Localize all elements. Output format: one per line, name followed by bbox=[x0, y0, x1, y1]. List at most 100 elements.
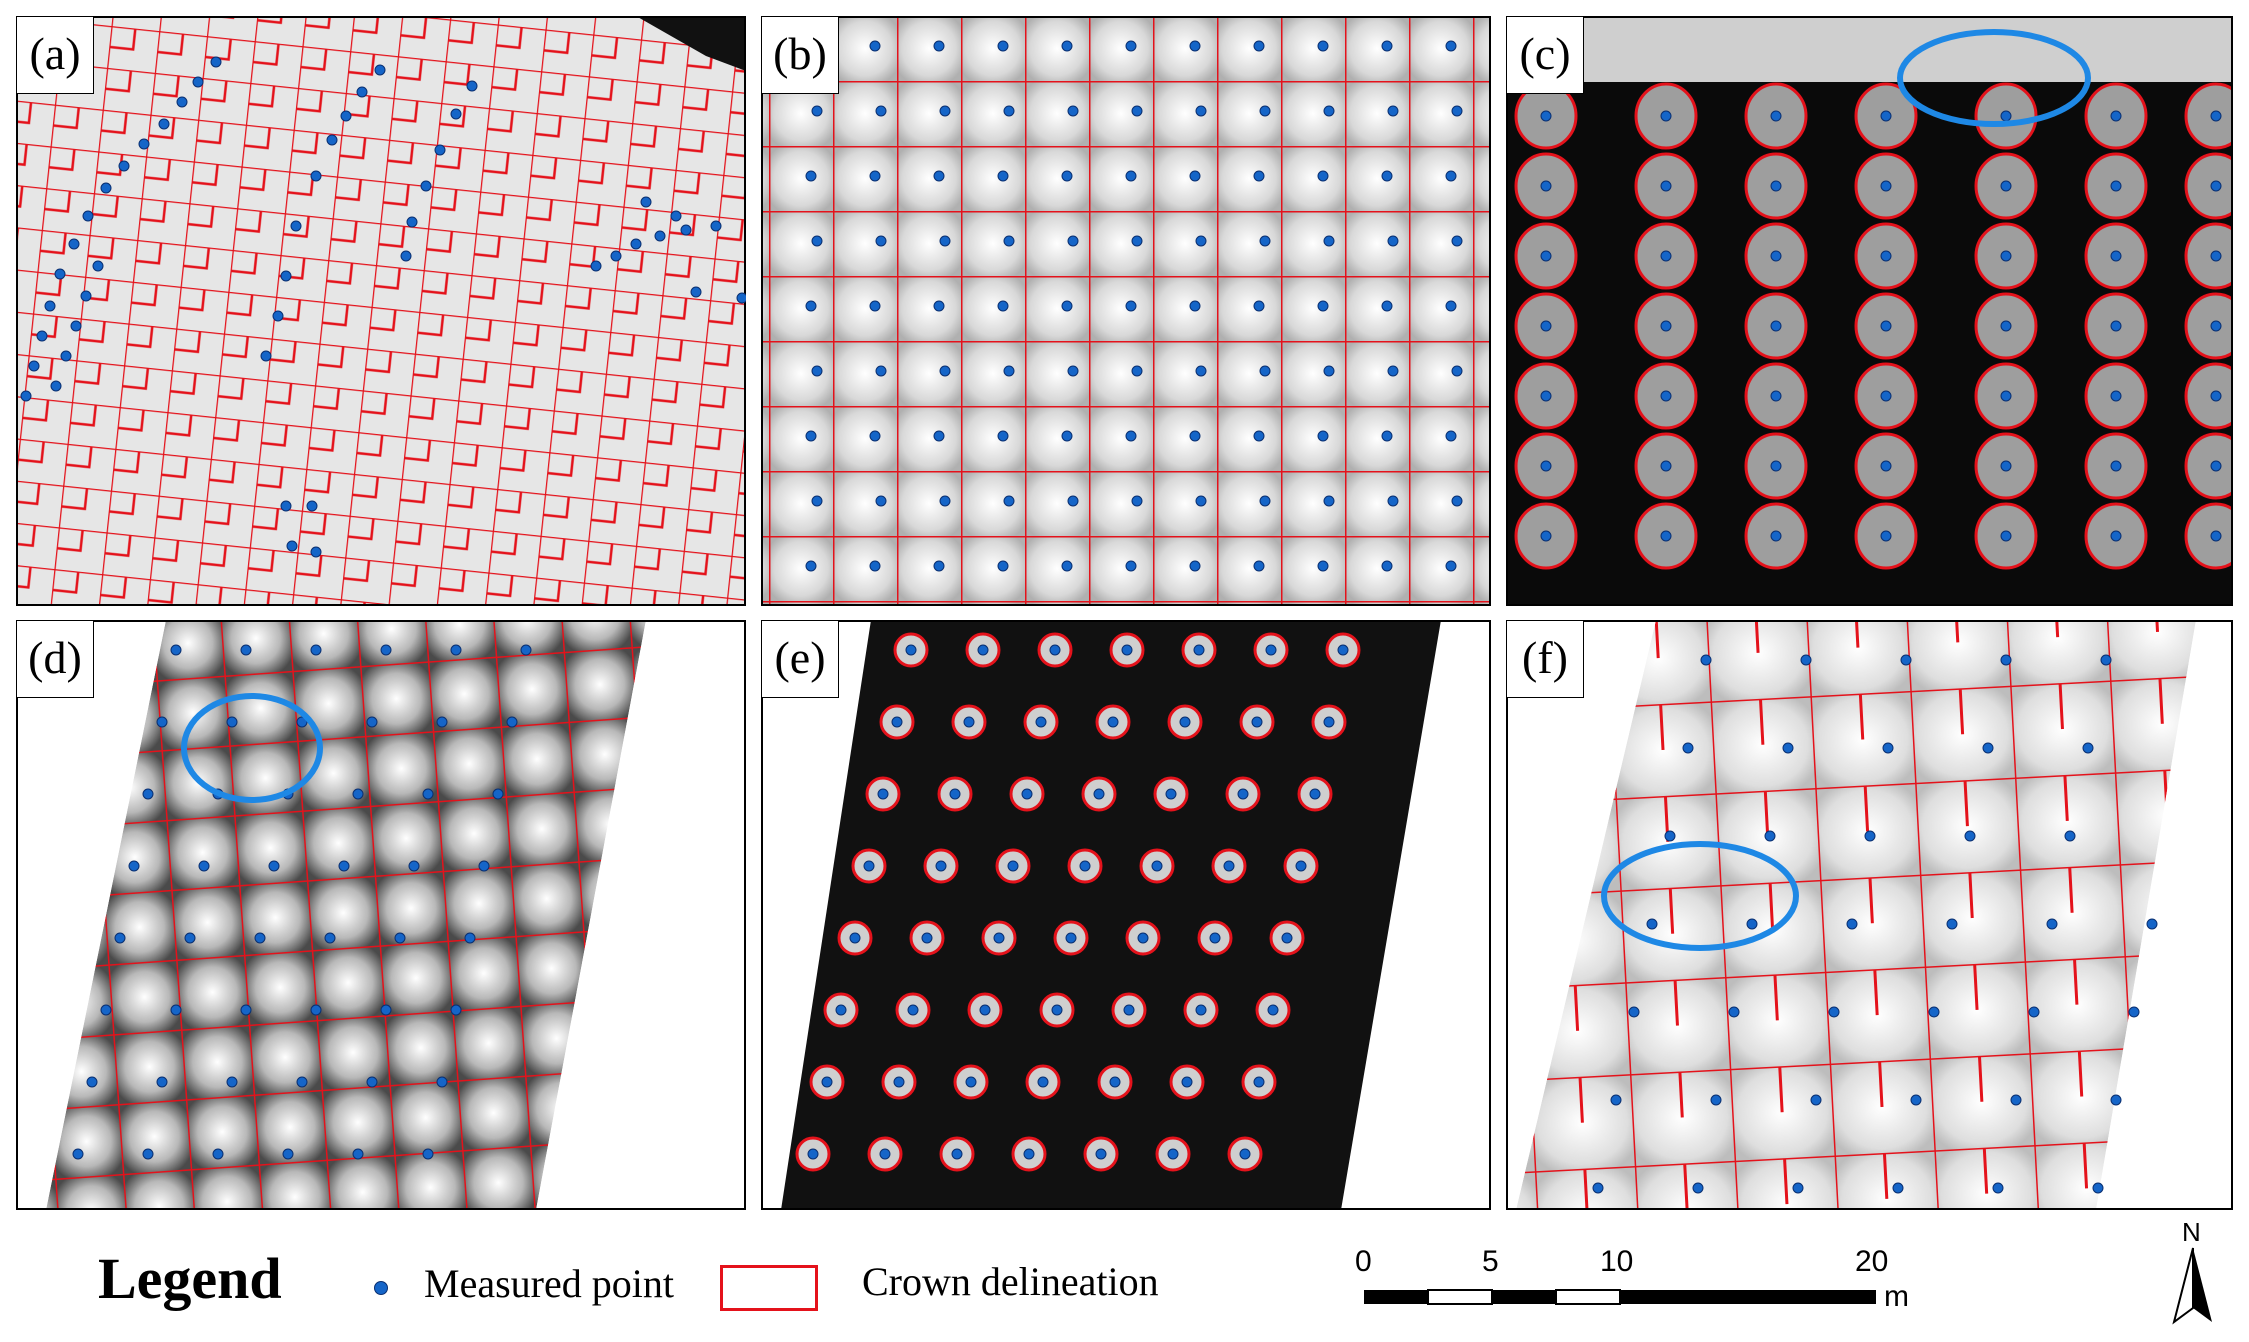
scale-tick-0: 0 bbox=[1355, 1245, 1372, 1278]
measured-point bbox=[1928, 1006, 1940, 1018]
crown bbox=[2184, 362, 2233, 430]
measured-point bbox=[296, 1076, 308, 1088]
measured-point bbox=[352, 1148, 364, 1160]
measured-point bbox=[1093, 788, 1105, 800]
measured-point bbox=[2010, 1094, 2022, 1106]
measured-point bbox=[422, 788, 434, 800]
measured-point bbox=[939, 495, 951, 507]
measured-point bbox=[1189, 560, 1201, 572]
measured-point bbox=[2000, 390, 2012, 402]
measured-point bbox=[1023, 1148, 1035, 1160]
measured-point bbox=[1992, 1182, 2004, 1194]
measured-point bbox=[1317, 170, 1329, 182]
measured-point bbox=[492, 788, 504, 800]
measured-point bbox=[114, 932, 126, 944]
measured-point bbox=[2146, 918, 2158, 930]
measured-point bbox=[1061, 170, 1073, 182]
measured-point bbox=[1381, 170, 1393, 182]
measured-point bbox=[1846, 918, 1858, 930]
measured-point bbox=[1451, 365, 1463, 377]
measured-point bbox=[1209, 932, 1221, 944]
measured-point bbox=[1660, 530, 1672, 542]
measured-point bbox=[1003, 105, 1015, 117]
measured-point bbox=[811, 235, 823, 247]
measured-point bbox=[1610, 1094, 1622, 1106]
measured-point bbox=[2000, 250, 2012, 262]
measured-point bbox=[142, 788, 154, 800]
measured-point bbox=[2082, 742, 2094, 754]
panel-f-label: (f) bbox=[1506, 620, 1584, 698]
measured-point bbox=[939, 365, 951, 377]
measured-point bbox=[1381, 300, 1393, 312]
measured-point bbox=[2128, 1006, 2140, 1018]
panel-c-crowns bbox=[1514, 82, 2233, 570]
measured-point bbox=[1540, 180, 1552, 192]
measured-point bbox=[2110, 390, 2122, 402]
measured-point bbox=[963, 716, 975, 728]
measured-point bbox=[2046, 918, 2058, 930]
scale-tick-5: 5 bbox=[1482, 1245, 1499, 1278]
panel-d: (d) bbox=[16, 620, 746, 1210]
panel-e: (e) bbox=[761, 620, 1491, 1210]
measured-point bbox=[1167, 1148, 1179, 1160]
measured-point bbox=[1317, 300, 1329, 312]
measured-point bbox=[1317, 560, 1329, 572]
measured-point bbox=[1660, 460, 1672, 472]
measured-point bbox=[1131, 105, 1143, 117]
measured-point bbox=[2000, 654, 2012, 666]
measured-point bbox=[1445, 300, 1457, 312]
measured-point bbox=[1259, 235, 1271, 247]
measured-point bbox=[1065, 932, 1077, 944]
measured-point bbox=[1792, 1182, 1804, 1194]
crown bbox=[2184, 82, 2233, 150]
measured-point bbox=[1880, 110, 1892, 122]
measured-point bbox=[993, 932, 1005, 944]
measured-point bbox=[1079, 860, 1091, 872]
measured-point bbox=[1445, 40, 1457, 52]
measured-point bbox=[1189, 170, 1201, 182]
measured-point bbox=[997, 170, 1009, 182]
measured-point bbox=[1151, 860, 1163, 872]
measured-point bbox=[1660, 250, 1672, 262]
measured-point bbox=[436, 1076, 448, 1088]
measured-point bbox=[905, 644, 917, 656]
measured-point bbox=[310, 1004, 322, 1016]
crown bbox=[2184, 502, 2233, 570]
panel-d-measured-points bbox=[72, 644, 532, 1160]
measured-point bbox=[863, 860, 875, 872]
measured-point bbox=[811, 105, 823, 117]
measured-point bbox=[450, 644, 462, 656]
measured-point bbox=[1107, 716, 1119, 728]
measured-point bbox=[268, 860, 280, 872]
measured-point bbox=[1037, 1076, 1049, 1088]
measured-point bbox=[869, 430, 881, 442]
measured-point bbox=[1540, 250, 1552, 262]
measured-point bbox=[811, 365, 823, 377]
measured-point bbox=[893, 1076, 905, 1088]
measured-point bbox=[1121, 644, 1133, 656]
measured-point bbox=[997, 300, 1009, 312]
measured-point bbox=[100, 1004, 112, 1016]
measured-point bbox=[1131, 235, 1143, 247]
panel-f: (f) bbox=[1506, 620, 2233, 1210]
measured-point bbox=[366, 716, 378, 728]
measured-point bbox=[2210, 530, 2222, 542]
measured-point bbox=[2110, 250, 2122, 262]
measured-point bbox=[935, 860, 947, 872]
measured-point bbox=[1540, 460, 1552, 472]
measured-point bbox=[86, 1076, 98, 1088]
measured-point bbox=[1317, 430, 1329, 442]
measured-point bbox=[1323, 235, 1335, 247]
measured-point bbox=[1253, 430, 1265, 442]
measured-point bbox=[1337, 644, 1349, 656]
measured-point bbox=[1445, 170, 1457, 182]
measured-point bbox=[1323, 365, 1335, 377]
scale-tick-10: 10 bbox=[1600, 1245, 1634, 1278]
measured-point bbox=[1281, 932, 1293, 944]
measured-point bbox=[1646, 918, 1658, 930]
measured-point bbox=[2110, 180, 2122, 192]
measured-point bbox=[1770, 460, 1782, 472]
panel-c-map bbox=[1506, 16, 2233, 606]
measured-point bbox=[1259, 365, 1271, 377]
measured-point bbox=[997, 560, 1009, 572]
